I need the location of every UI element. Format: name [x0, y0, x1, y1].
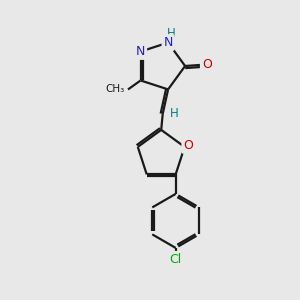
Text: O: O [183, 139, 193, 152]
Text: CH₃: CH₃ [106, 85, 125, 94]
Text: H: H [170, 107, 178, 121]
Text: N: N [164, 36, 173, 49]
Text: N: N [136, 45, 145, 58]
Text: H: H [167, 26, 176, 40]
Text: O: O [202, 58, 211, 71]
Text: Cl: Cl [169, 253, 182, 266]
